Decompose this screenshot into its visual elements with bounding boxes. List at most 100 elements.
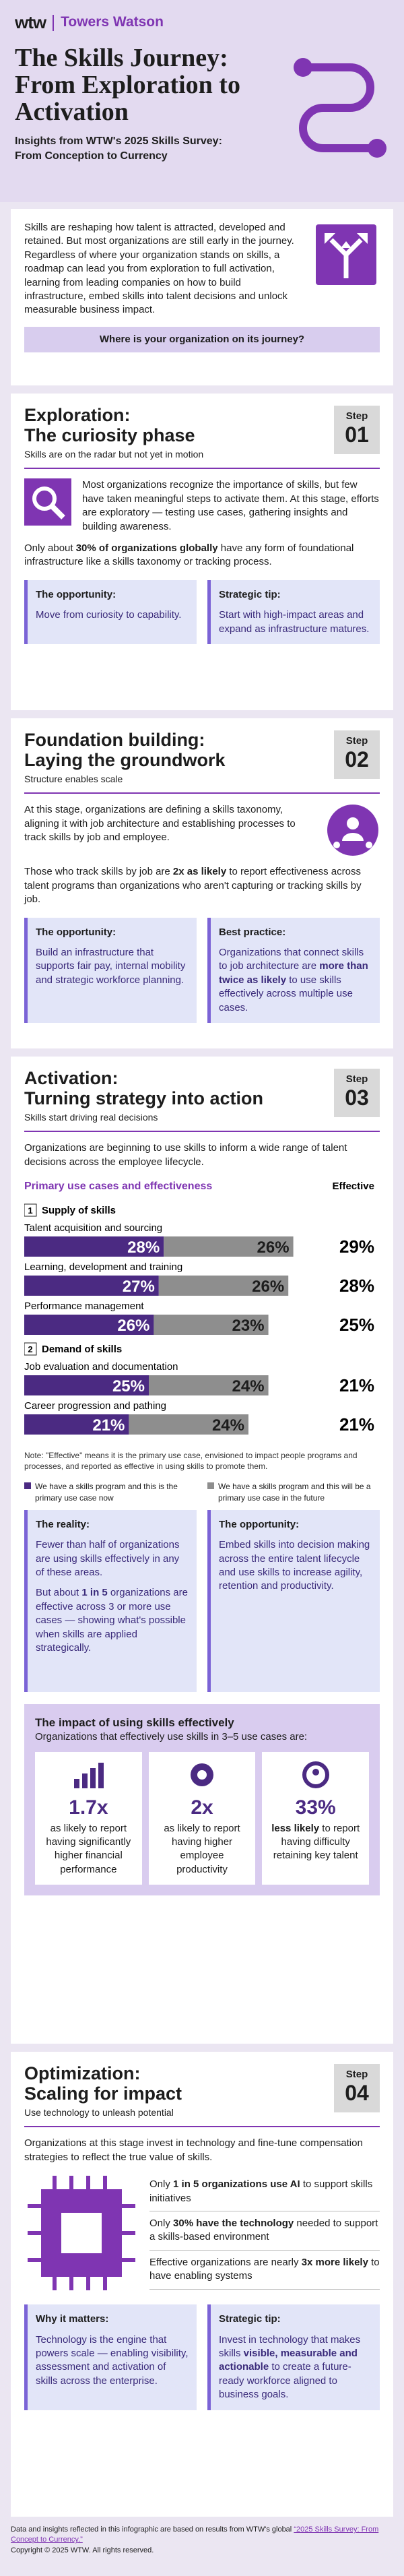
emphasis: 30% have the technology (173, 2217, 294, 2229)
badge-label: Step (345, 735, 368, 747)
callout-title: The opportunity: (36, 926, 116, 938)
bar (24, 1375, 149, 1396)
group-number: 2 (28, 1344, 32, 1354)
callout-detail: But about 1 in 5 organizations are effec… (36, 1586, 189, 1655)
impact-panel: The impact of using skills effectively O… (24, 1703, 380, 1896)
effective-value: 29% (339, 1236, 374, 1257)
heading: Optimization: (24, 2063, 141, 2083)
text: to use skills effectively across multipl… (219, 974, 353, 1013)
tagline: Skills start driving real decisions (24, 1112, 158, 1123)
tagline: Use technology to unleash potential (24, 2107, 174, 2118)
bar (154, 1315, 269, 1336)
text: needed to support a skills-based environ… (149, 2217, 378, 2243)
callout-title: The reality: (36, 1518, 90, 1530)
value-label: 26% (252, 1278, 284, 1296)
callout-title: Best practice: (219, 926, 286, 938)
category-label: Performance management (24, 1300, 144, 1312)
legend: We have a skills program and this is the… (24, 1481, 380, 1503)
brand: Towers Watson (61, 14, 164, 30)
callout: The opportunity: Build an infrastructure … (24, 917, 197, 1023)
network-icon (327, 805, 378, 856)
chart-note: Note: "Effective" means it is the primar… (24, 1450, 358, 1471)
stat: 33% less likely to report having difficul… (262, 1752, 370, 1885)
step-section: Exploration: The curiosity phase Skills ar… (11, 394, 393, 710)
chart-icon (74, 1763, 104, 1789)
callout: The reality: Fewer than half of organizat… (24, 1509, 197, 1692)
value-label: 25% (112, 1377, 145, 1395)
stat: 1.7x as likely to report having significa… (35, 1752, 142, 1885)
callout-text: Build an infrastructure that supports fa… (36, 946, 186, 986)
heading: Foundation building: (24, 730, 205, 750)
callout-text: Embed skills into decision making across… (219, 1539, 370, 1592)
step-badge: Step 04 (334, 2064, 380, 2112)
effective-value: 21% (339, 1375, 374, 1395)
effective-value: 21% (339, 1414, 374, 1435)
callout-text: Fewer than half of organizations are usi… (36, 1539, 180, 1578)
callout-text: Technology is the engine that powers sca… (36, 2333, 189, 2387)
callout-title: Why it matters: (36, 2313, 109, 2325)
stat-text: as likely to report having higher employ… (164, 1822, 240, 1875)
value-label: 24% (232, 1377, 265, 1395)
bar (164, 1236, 294, 1257)
callout-title: Strategic tip: (219, 2313, 281, 2325)
cta: Where is your organization on its journe… (24, 326, 380, 353)
callout: Best practice: Organizations that connect… (207, 917, 380, 1023)
source: Data and insights reflected in this info… (11, 2525, 393, 2546)
value-label: 26% (257, 1238, 290, 1257)
callout-title: The opportunity: (36, 588, 116, 600)
text: to have enabling systems (149, 2256, 380, 2282)
callout-text: Invest in technology that makes skills v… (219, 2333, 372, 2402)
subheading: Scaling for impact (24, 2083, 182, 2104)
group-number: 1 (28, 1205, 32, 1216)
badge-number: 03 (345, 1086, 369, 1110)
legend-label: We have a skills program and this will b… (218, 1482, 371, 1503)
intro: Skills are reshaping how talent is attra… (11, 209, 393, 385)
heading: Activation: (24, 1068, 119, 1088)
lead: Most organizations recognize the importa… (82, 479, 379, 532)
bar-chart: Primary use cases and effectiveness Effec… (24, 1181, 374, 1435)
step-badge: Step 02 (334, 730, 380, 779)
text: to report having difficulty retaining ke… (273, 1822, 360, 1862)
intro-icon (316, 224, 376, 285)
gear-icon (191, 1763, 213, 1787)
bar (129, 1414, 248, 1435)
stat-figure: 2x (191, 1796, 213, 1819)
badge-label: Step (345, 1073, 368, 1085)
text: Organizations that connect skills to job… (219, 946, 364, 972)
step-badge: Step 01 (334, 406, 380, 454)
step-section: Foundation building: Laying the groundwor… (11, 718, 393, 1048)
intro-text: Skills are reshaping how talent is attra… (24, 222, 294, 316)
detail: Only about 30% of organizations globally… (24, 542, 380, 569)
stat-figure: 1.7x (69, 1796, 108, 1819)
badge-label: Step (345, 2069, 368, 2080)
category-label: Career progression and pathing (24, 1400, 166, 1412)
value-label: 28% (127, 1238, 160, 1257)
group-title: Demand of skills (42, 1344, 122, 1355)
text: to support skills initiatives (149, 2178, 373, 2204)
legend-label: We have a skills program and this is the… (35, 1482, 178, 1503)
callout: The opportunity: Embed skills into decisi… (207, 1509, 380, 1692)
fact: Effective organizations are nearly 3x mo… (149, 2251, 380, 2290)
heading: Exploration: (24, 405, 131, 425)
detail: Those who track skills by job are 2x as … (24, 865, 380, 906)
value-label: 23% (232, 1317, 265, 1335)
step-badge: Step 03 (334, 1069, 380, 1117)
text: organizations are effective across 3 or … (36, 1587, 188, 1654)
subtitle: Insights from WTW's 2025 Skills Survey: … (15, 135, 222, 162)
effective-header: Effective (332, 1181, 374, 1192)
text: Only (149, 2217, 174, 2229)
impact-subtitle: Organizations that effectively use skill… (35, 1730, 308, 1742)
step-section: Activation: Turning strategy into action S… (11, 1057, 393, 2044)
group-number-box (24, 1342, 37, 1356)
text: have any form of foundational infrastruc… (24, 542, 354, 568)
bar (149, 1375, 269, 1396)
emphasis: 2x as likely (172, 866, 227, 878)
source-link[interactable]: “2025 Skills Survey: From Concept to Cur… (11, 2525, 379, 2544)
value-label: 21% (92, 1416, 125, 1435)
emphasis: 1 in 5 organizations use AI (173, 2178, 300, 2191)
callout-text: Start with high-impact areas and expand … (219, 609, 370, 635)
text: to report effectiveness across talent pr… (24, 866, 362, 906)
badge-number: 01 (345, 422, 369, 447)
footer: Data and insights reflected in this info… (0, 2525, 404, 2556)
